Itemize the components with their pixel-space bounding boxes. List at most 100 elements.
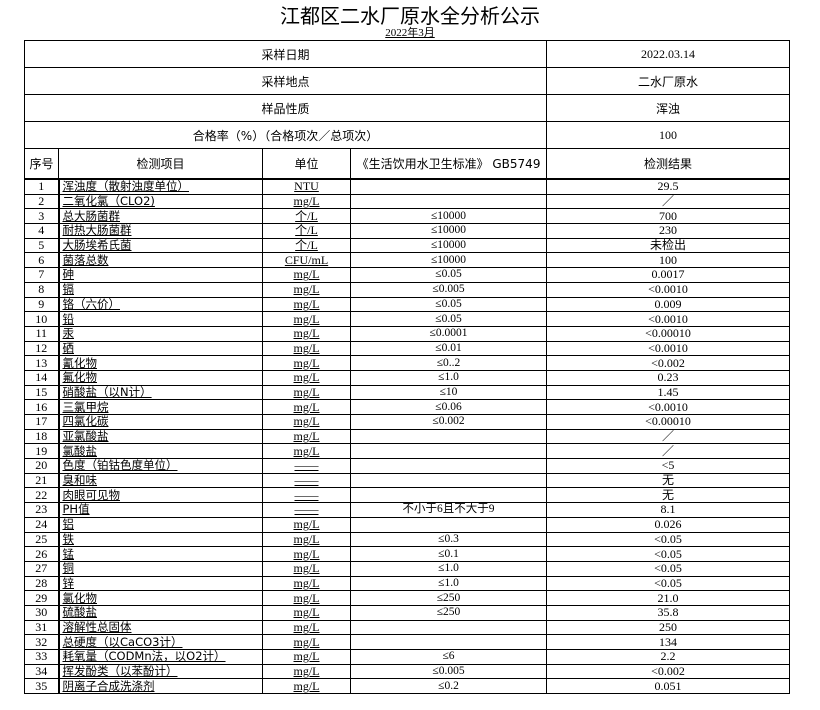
- info-row-sample-nature: 样品性质 浑浊: [23, 94, 791, 122]
- table-row: 32 总硬度（以CaCO3计） mg/L 134: [24, 634, 791, 650]
- row-number: 21: [24, 472, 60, 489]
- table-row: 27 铜 mg/L ≤1.0 <0.05: [24, 560, 791, 577]
- test-item: 阴离子合成洗涤剂: [58, 678, 263, 695]
- header-no: 序号: [24, 148, 59, 180]
- row-number: 33: [24, 649, 60, 665]
- row-number: 5: [24, 237, 60, 254]
- test-result: <0.002: [546, 355, 791, 371]
- row-number: 3: [24, 208, 60, 225]
- test-item: 耐热大肠菌群: [58, 223, 263, 239]
- standard-limit: [349, 487, 548, 504]
- test-item: PH值: [58, 502, 263, 518]
- test-item: 溶解性总固体: [58, 619, 263, 636]
- test-result: <0.002: [546, 663, 791, 680]
- row-number: 8: [24, 281, 60, 298]
- standard-limit: ≤0.005: [349, 281, 548, 298]
- test-result: <0.0010: [546, 399, 791, 415]
- header-unit: 单位: [262, 148, 351, 180]
- test-result: <0.0010: [546, 340, 791, 357]
- info-value: 二水厂原水: [546, 67, 791, 95]
- test-item: 砷: [58, 267, 263, 283]
- row-number: 20: [24, 458, 60, 474]
- table-row: 11 汞 mg/L ≤0.0001 <0.00010: [24, 325, 791, 342]
- row-number: 28: [24, 575, 60, 592]
- test-item: 锰: [58, 546, 263, 562]
- test-item: 硫酸盐: [58, 604, 263, 621]
- unit: mg/L: [262, 516, 351, 533]
- standard-limit: [349, 443, 548, 460]
- test-result: 0.23: [546, 369, 791, 386]
- test-result: 0.0017: [546, 267, 791, 283]
- standard-limit: [349, 634, 548, 650]
- test-item: 铁: [58, 531, 263, 548]
- test-result: 0.009: [546, 296, 791, 313]
- standard-limit: ≤10: [349, 384, 548, 401]
- row-number: 35: [24, 678, 60, 695]
- test-result: 无: [546, 472, 791, 489]
- row-number: 31: [24, 619, 60, 636]
- standard-limit: ≤0.1: [349, 546, 548, 562]
- test-result: 0.026: [546, 516, 791, 533]
- report-month: 2022年3月: [385, 27, 435, 39]
- test-result: 35.8: [546, 604, 791, 621]
- standard-limit: ≤6: [349, 649, 548, 665]
- test-result: 8.1: [546, 502, 791, 518]
- test-item: 挥发酚类（以苯酚计）: [58, 663, 263, 680]
- test-item: 镉: [58, 281, 263, 298]
- column-header-row: 序号 检测项目 单位 《生活饮用水卫生标准》 GB5749 检测结果: [24, 148, 791, 180]
- standard-limit: [349, 516, 548, 533]
- row-number: 17: [24, 414, 60, 430]
- test-item: 耗氧量（CODMn法，以O2计）: [58, 649, 263, 665]
- test-item: 铜: [58, 560, 263, 577]
- test-item: 总大肠菌群: [58, 208, 263, 225]
- table-row: 14 氟化物 mg/L ≤1.0 0.23: [24, 369, 791, 386]
- row-number: 9: [24, 296, 60, 313]
- test-result: <0.05: [546, 560, 791, 577]
- table-row: 15 硝酸盐（以N计） mg/L ≤10 1.45: [24, 384, 791, 401]
- test-item: 大肠埃希氏菌: [58, 237, 263, 254]
- table-row: 35 阴离子合成洗涤剂 mg/L ≤0.2 0.051: [24, 678, 791, 695]
- table-row: 34 挥发酚类（以苯酚计） mg/L ≤0.005 <0.002: [24, 663, 791, 680]
- test-result: 100: [546, 252, 791, 269]
- row-number: 30: [24, 604, 60, 621]
- standard-limit: 不小于6且不大于9: [349, 502, 548, 518]
- table-row: 24 铝 mg/L 0.026: [24, 516, 791, 533]
- table-row: 19 氯酸盐 mg/L ／: [24, 443, 791, 460]
- table-row: 10 铅 mg/L ≤0.05 <0.0010: [24, 311, 791, 327]
- unit: mg/L: [262, 311, 351, 327]
- test-item: 浑浊度（散射浊度单位）: [58, 178, 263, 195]
- unit: mg/L: [262, 296, 351, 313]
- unit: mg/L: [262, 325, 351, 342]
- unit: mg/L: [262, 678, 351, 695]
- test-item: 四氯化碳: [58, 414, 263, 430]
- standard-limit: ≤250: [349, 590, 548, 606]
- table-row: 17 四氯化碳 mg/L ≤0.002 <0.00010: [24, 414, 791, 430]
- info-value: 100: [546, 121, 791, 149]
- test-item: 臭和味: [58, 472, 263, 489]
- test-result: <0.0010: [546, 311, 791, 327]
- test-result: <0.0010: [546, 281, 791, 298]
- row-number: 7: [24, 267, 60, 283]
- standard-limit: ≤0.05: [349, 296, 548, 313]
- table-row: 21 臭和味 —— 无: [24, 472, 791, 489]
- unit: mg/L: [262, 649, 351, 665]
- test-item: 二氧化氯（CLO2): [58, 193, 263, 210]
- test-item: 铝: [58, 516, 263, 533]
- test-result: <5: [546, 458, 791, 474]
- test-item: 肉眼可见物: [58, 487, 263, 504]
- table-row: 20 色度（铂钴色度单位） —— <5: [24, 458, 791, 474]
- unit: mg/L: [262, 604, 351, 621]
- test-item: 氟化物: [58, 369, 263, 386]
- unit: mg/L: [262, 619, 351, 636]
- test-result: 134: [546, 634, 791, 650]
- test-item: 亚氯酸盐: [58, 428, 263, 445]
- table-row: 23 PH值 —— 不小于6且不大于9 8.1: [24, 502, 791, 518]
- row-number: 24: [24, 516, 60, 533]
- test-result: 29.5: [546, 178, 791, 195]
- row-number: 22: [24, 487, 60, 504]
- test-result: <0.00010: [546, 414, 791, 430]
- test-item: 三氯甲烷: [58, 399, 263, 415]
- row-number: 29: [24, 590, 60, 606]
- info-label: 采样地点: [23, 67, 548, 95]
- standard-limit: [349, 428, 548, 445]
